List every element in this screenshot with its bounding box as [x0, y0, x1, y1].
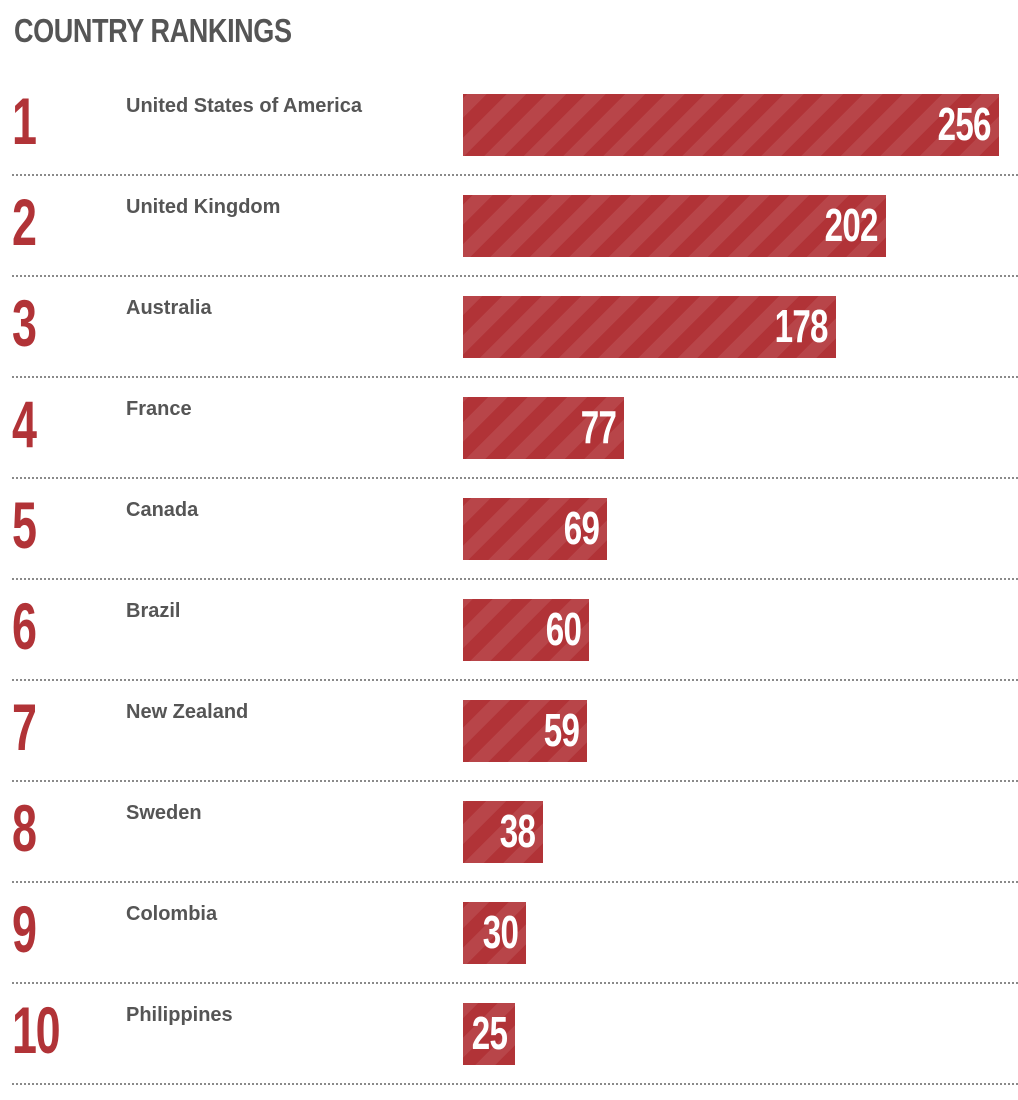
rank-number: 7 — [12, 690, 37, 764]
ranking-row: 10 Philippines 25 — [12, 984, 1018, 1085]
bar-value-label: 30 — [482, 906, 519, 958]
bar-value-label: 77 — [580, 401, 617, 453]
ranking-row: 9 Colombia 30 — [12, 883, 1018, 984]
rank-number: 1 — [12, 84, 37, 158]
bar-value-label: 202 — [824, 199, 879, 251]
value-bar: 178 — [463, 296, 836, 358]
country-label: Colombia — [126, 903, 218, 925]
value-bar: 77 — [463, 397, 624, 459]
rank-number: 10 — [12, 993, 61, 1067]
ranking-row: 8 Sweden 38 — [12, 782, 1018, 883]
ranking-row: 6 Brazil 60 — [12, 580, 1018, 681]
country-label: Philippines — [126, 1004, 233, 1026]
ranking-row: 7 New Zealand 59 — [12, 681, 1018, 782]
value-bar: 69 — [463, 498, 607, 560]
country-label: Brazil — [126, 600, 181, 622]
country-label: United Kingdom — [126, 196, 281, 218]
rankings-list: 1 United States of America 256 2 United King… — [0, 75, 1018, 1085]
rank-number: 4 — [12, 387, 37, 461]
bar-value-label: 60 — [545, 603, 582, 655]
value-bar: 30 — [463, 902, 526, 964]
ranking-row: 1 United States of America 256 — [12, 75, 1018, 176]
country-label: France — [126, 398, 192, 420]
country-label: New Zealand — [126, 701, 249, 723]
value-bar: 59 — [463, 700, 587, 762]
bar-value-label: 178 — [774, 300, 829, 352]
ranking-row: 3 Australia 178 — [12, 277, 1018, 378]
bar-value-label: 25 — [471, 1007, 508, 1059]
ranking-row: 2 United Kingdom 202 — [12, 176, 1018, 277]
value-bar: 25 — [463, 1003, 515, 1065]
country-label: Australia — [126, 297, 212, 319]
country-label: United States of America — [126, 95, 362, 117]
ranking-row: 4 France 77 — [12, 378, 1018, 479]
bar-value-label: 38 — [499, 805, 536, 857]
rank-number: 2 — [12, 185, 37, 259]
chart-title: COUNTRY RANKINGS — [14, 12, 292, 49]
rank-number: 6 — [12, 589, 37, 663]
country-label: Canada — [126, 499, 199, 521]
value-bar: 256 — [463, 94, 999, 156]
ranking-row: 5 Canada 69 — [12, 479, 1018, 580]
bar-value-label: 256 — [937, 98, 992, 150]
rank-number: 8 — [12, 791, 37, 865]
bar-value-label: 59 — [543, 704, 580, 756]
value-bar: 60 — [463, 599, 589, 661]
rank-number: 5 — [12, 488, 37, 562]
value-bar: 38 — [463, 801, 543, 863]
value-bar: 202 — [463, 195, 886, 257]
country-label: Sweden — [126, 802, 202, 824]
rank-number: 9 — [12, 892, 37, 966]
bar-value-label: 69 — [563, 502, 600, 554]
rank-number: 3 — [12, 286, 37, 360]
